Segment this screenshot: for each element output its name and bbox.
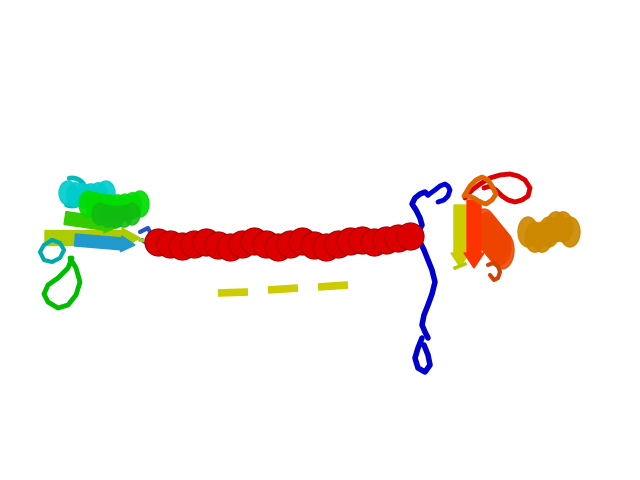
Point: [357, 236, 367, 244]
Point: [369, 238, 379, 246]
Ellipse shape: [100, 205, 116, 227]
FancyArrow shape: [45, 228, 140, 248]
FancyArrow shape: [464, 200, 484, 268]
Ellipse shape: [86, 193, 104, 219]
FancyArrow shape: [64, 212, 120, 233]
Ellipse shape: [108, 206, 124, 228]
Ellipse shape: [116, 194, 134, 220]
Ellipse shape: [487, 228, 511, 265]
Point: [405, 232, 415, 240]
Ellipse shape: [539, 217, 559, 247]
Point: [153, 238, 163, 246]
Ellipse shape: [490, 231, 514, 269]
Point: [273, 243, 283, 251]
Point: [213, 241, 223, 249]
Ellipse shape: [478, 216, 502, 254]
Ellipse shape: [484, 224, 508, 262]
Point: [225, 243, 235, 251]
Ellipse shape: [79, 191, 97, 217]
Ellipse shape: [560, 217, 580, 247]
Point: [381, 236, 391, 244]
Ellipse shape: [124, 193, 141, 219]
Point: [321, 243, 331, 251]
Point: [189, 240, 199, 248]
Ellipse shape: [546, 212, 566, 242]
Point: [249, 237, 259, 245]
Ellipse shape: [97, 181, 115, 205]
Ellipse shape: [481, 220, 505, 258]
FancyArrow shape: [74, 234, 135, 252]
Ellipse shape: [67, 183, 84, 207]
Point: [201, 238, 211, 246]
Ellipse shape: [472, 209, 496, 247]
Point: [261, 240, 271, 248]
Ellipse shape: [109, 195, 127, 221]
Point: [333, 240, 343, 248]
Ellipse shape: [82, 184, 100, 208]
FancyArrow shape: [451, 205, 469, 267]
Ellipse shape: [94, 194, 112, 220]
Ellipse shape: [59, 181, 77, 205]
Point: [393, 234, 403, 242]
Point: [165, 240, 175, 248]
Ellipse shape: [525, 222, 545, 252]
Ellipse shape: [124, 203, 140, 225]
Point: [345, 237, 355, 245]
Point: [297, 237, 307, 245]
Ellipse shape: [532, 222, 552, 252]
Ellipse shape: [475, 213, 499, 251]
Point: [177, 242, 187, 250]
Ellipse shape: [553, 212, 573, 242]
Ellipse shape: [92, 203, 108, 225]
Point: [309, 241, 319, 249]
Ellipse shape: [131, 191, 149, 217]
Point: [285, 240, 295, 248]
Ellipse shape: [74, 184, 92, 208]
Ellipse shape: [90, 183, 108, 207]
Ellipse shape: [116, 205, 132, 227]
Ellipse shape: [101, 195, 119, 221]
Ellipse shape: [518, 217, 538, 247]
Point: [237, 240, 247, 248]
